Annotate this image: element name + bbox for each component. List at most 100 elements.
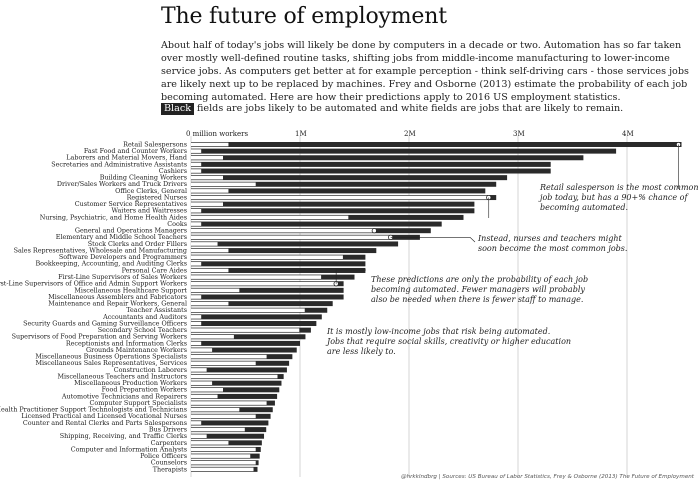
bar-remaining xyxy=(191,142,229,147)
annotation-text: Jobs that require social skills, creativ… xyxy=(325,337,571,346)
bar-remaining xyxy=(191,195,491,200)
bar-remaining xyxy=(191,407,240,412)
bar-automated xyxy=(191,241,399,247)
category-label: Licensed Practical and Licensed Vocation… xyxy=(21,412,187,420)
annotation-text: are less likely to. xyxy=(327,347,396,356)
category-label: Cooks xyxy=(167,220,187,228)
category-label: Computer Support Specialists xyxy=(89,399,187,407)
category-label: Security Guards and Gaming Surveillance … xyxy=(23,319,187,327)
bar-remaining xyxy=(191,414,256,419)
legend-line: Black fields are jobs likely to be automa… xyxy=(161,103,696,115)
bar-remaining xyxy=(191,175,223,180)
bar-automated xyxy=(191,287,344,293)
annotation-text: soon become the most common jobs. xyxy=(478,244,627,253)
bar-remaining xyxy=(191,368,207,372)
bar-remaining xyxy=(191,268,229,273)
category-label: Cashiers xyxy=(159,167,187,175)
bar-remaining xyxy=(191,209,202,213)
annotation-text: These predictions are only the probabili… xyxy=(371,275,588,284)
annotation-text: Instead, nurses and teachers might xyxy=(477,234,623,243)
marker-dot xyxy=(371,228,377,234)
category-label: Registered Nurses xyxy=(127,193,187,201)
bar-remaining xyxy=(191,162,202,167)
annotation-text: becoming automated. Fewer managers will … xyxy=(371,285,585,294)
bar-automated xyxy=(191,340,300,346)
bar-automated xyxy=(191,334,306,340)
bar-remaining xyxy=(191,361,256,366)
bar-automated xyxy=(191,148,617,154)
category-label: Miscellaneous Teachers and Instructors xyxy=(57,372,187,380)
category-label: Software Developers and Programmers xyxy=(59,253,187,261)
bar-remaining xyxy=(191,321,202,326)
category-label: Receptionists and Information Clerks xyxy=(66,339,187,347)
annotation-text: job today, but has a 90+% chance of xyxy=(538,193,689,202)
bar-remaining xyxy=(191,275,322,279)
bar-automated xyxy=(191,168,551,174)
bar-automated xyxy=(191,387,280,393)
category-label: Miscellaneous Sales Representatives, Ser… xyxy=(35,359,187,367)
bar-remaining xyxy=(191,235,392,240)
legend-black-chip: Black xyxy=(161,103,195,115)
bar-remaining xyxy=(191,374,278,379)
category-label: Therapists xyxy=(153,465,187,473)
bar-remaining xyxy=(191,182,256,187)
bar-remaining xyxy=(191,155,223,160)
bar-automated xyxy=(191,393,278,399)
category-label: Driver/Sales Workers and Truck Drivers xyxy=(57,180,187,188)
bar-automated xyxy=(191,294,344,300)
bar-remaining xyxy=(191,215,349,220)
bar-remaining xyxy=(191,248,229,253)
bar-automated xyxy=(191,208,475,214)
category-label: Maintenance and Repair Workers, General xyxy=(48,300,187,308)
category-label: Personal Care Aides xyxy=(122,266,187,274)
bar-remaining xyxy=(191,421,202,425)
category-label: Office Clerks, General xyxy=(115,187,187,195)
bar-remaining xyxy=(191,394,218,399)
category-label: Shipping, Receiving, and Traffic Clerks xyxy=(60,432,187,440)
bar-remaining xyxy=(191,354,267,359)
category-label: Sales Representatives, Wholesale and Man… xyxy=(14,246,187,254)
bar-remaining xyxy=(191,315,202,319)
bar-remaining xyxy=(191,454,251,458)
category-label: Grounds Maintenance Workers xyxy=(86,346,187,354)
bar-remaining xyxy=(191,301,229,306)
bar-automated xyxy=(191,321,317,327)
bar-automated xyxy=(191,433,265,439)
category-label: Automotive Technicians and Repairers xyxy=(61,392,187,400)
category-label: Computer and Information Analysts xyxy=(71,445,187,453)
bar-remaining xyxy=(191,381,213,385)
intro-paragraph: About half of today's jobs will likely b… xyxy=(161,40,689,103)
category-label: Accountants and Auditors xyxy=(102,313,187,321)
bar-remaining xyxy=(191,447,256,452)
bar-remaining xyxy=(191,169,202,173)
legend-text: fields are jobs likely to be automated a… xyxy=(197,103,624,114)
category-label: Police Officers xyxy=(140,452,187,460)
annotation-leader xyxy=(390,237,476,243)
annotation-text: becoming automated. xyxy=(540,203,628,212)
bar-remaining xyxy=(191,427,245,432)
bar-remaining xyxy=(191,388,223,392)
bar-automated xyxy=(191,221,442,227)
bar-remaining xyxy=(191,255,343,260)
bar-automated xyxy=(191,261,366,267)
category-label: First-Line Supervisors of Office and Adm… xyxy=(0,280,187,288)
category-label: Bookkeeping, Accounting, and Auditing Cl… xyxy=(35,260,187,268)
bar-remaining xyxy=(191,308,305,313)
annotation-text: Retail salesperson is the most common xyxy=(539,183,699,192)
category-label: Retail Salespersons xyxy=(123,140,187,148)
category-label: Bus Drivers xyxy=(149,425,187,433)
bar-automated xyxy=(191,367,287,373)
x-tick-label: 1M xyxy=(295,130,307,138)
bar-remaining xyxy=(191,149,202,153)
category-label: Carpenters xyxy=(151,439,187,447)
bar-automated xyxy=(191,301,333,307)
x-tick-label: 0 million workers xyxy=(186,130,249,138)
bar-automated xyxy=(191,380,282,386)
category-label: Construction Laborers xyxy=(114,366,187,374)
annotation-text: also be needed when there is fewer staff… xyxy=(371,295,583,304)
x-tick-label: 2M xyxy=(404,130,416,138)
category-label: Fast Food and Counter Workers xyxy=(84,147,187,155)
bar-automated xyxy=(191,161,551,167)
category-label: Counter and Rental Clerks and Parts Sale… xyxy=(23,419,187,427)
